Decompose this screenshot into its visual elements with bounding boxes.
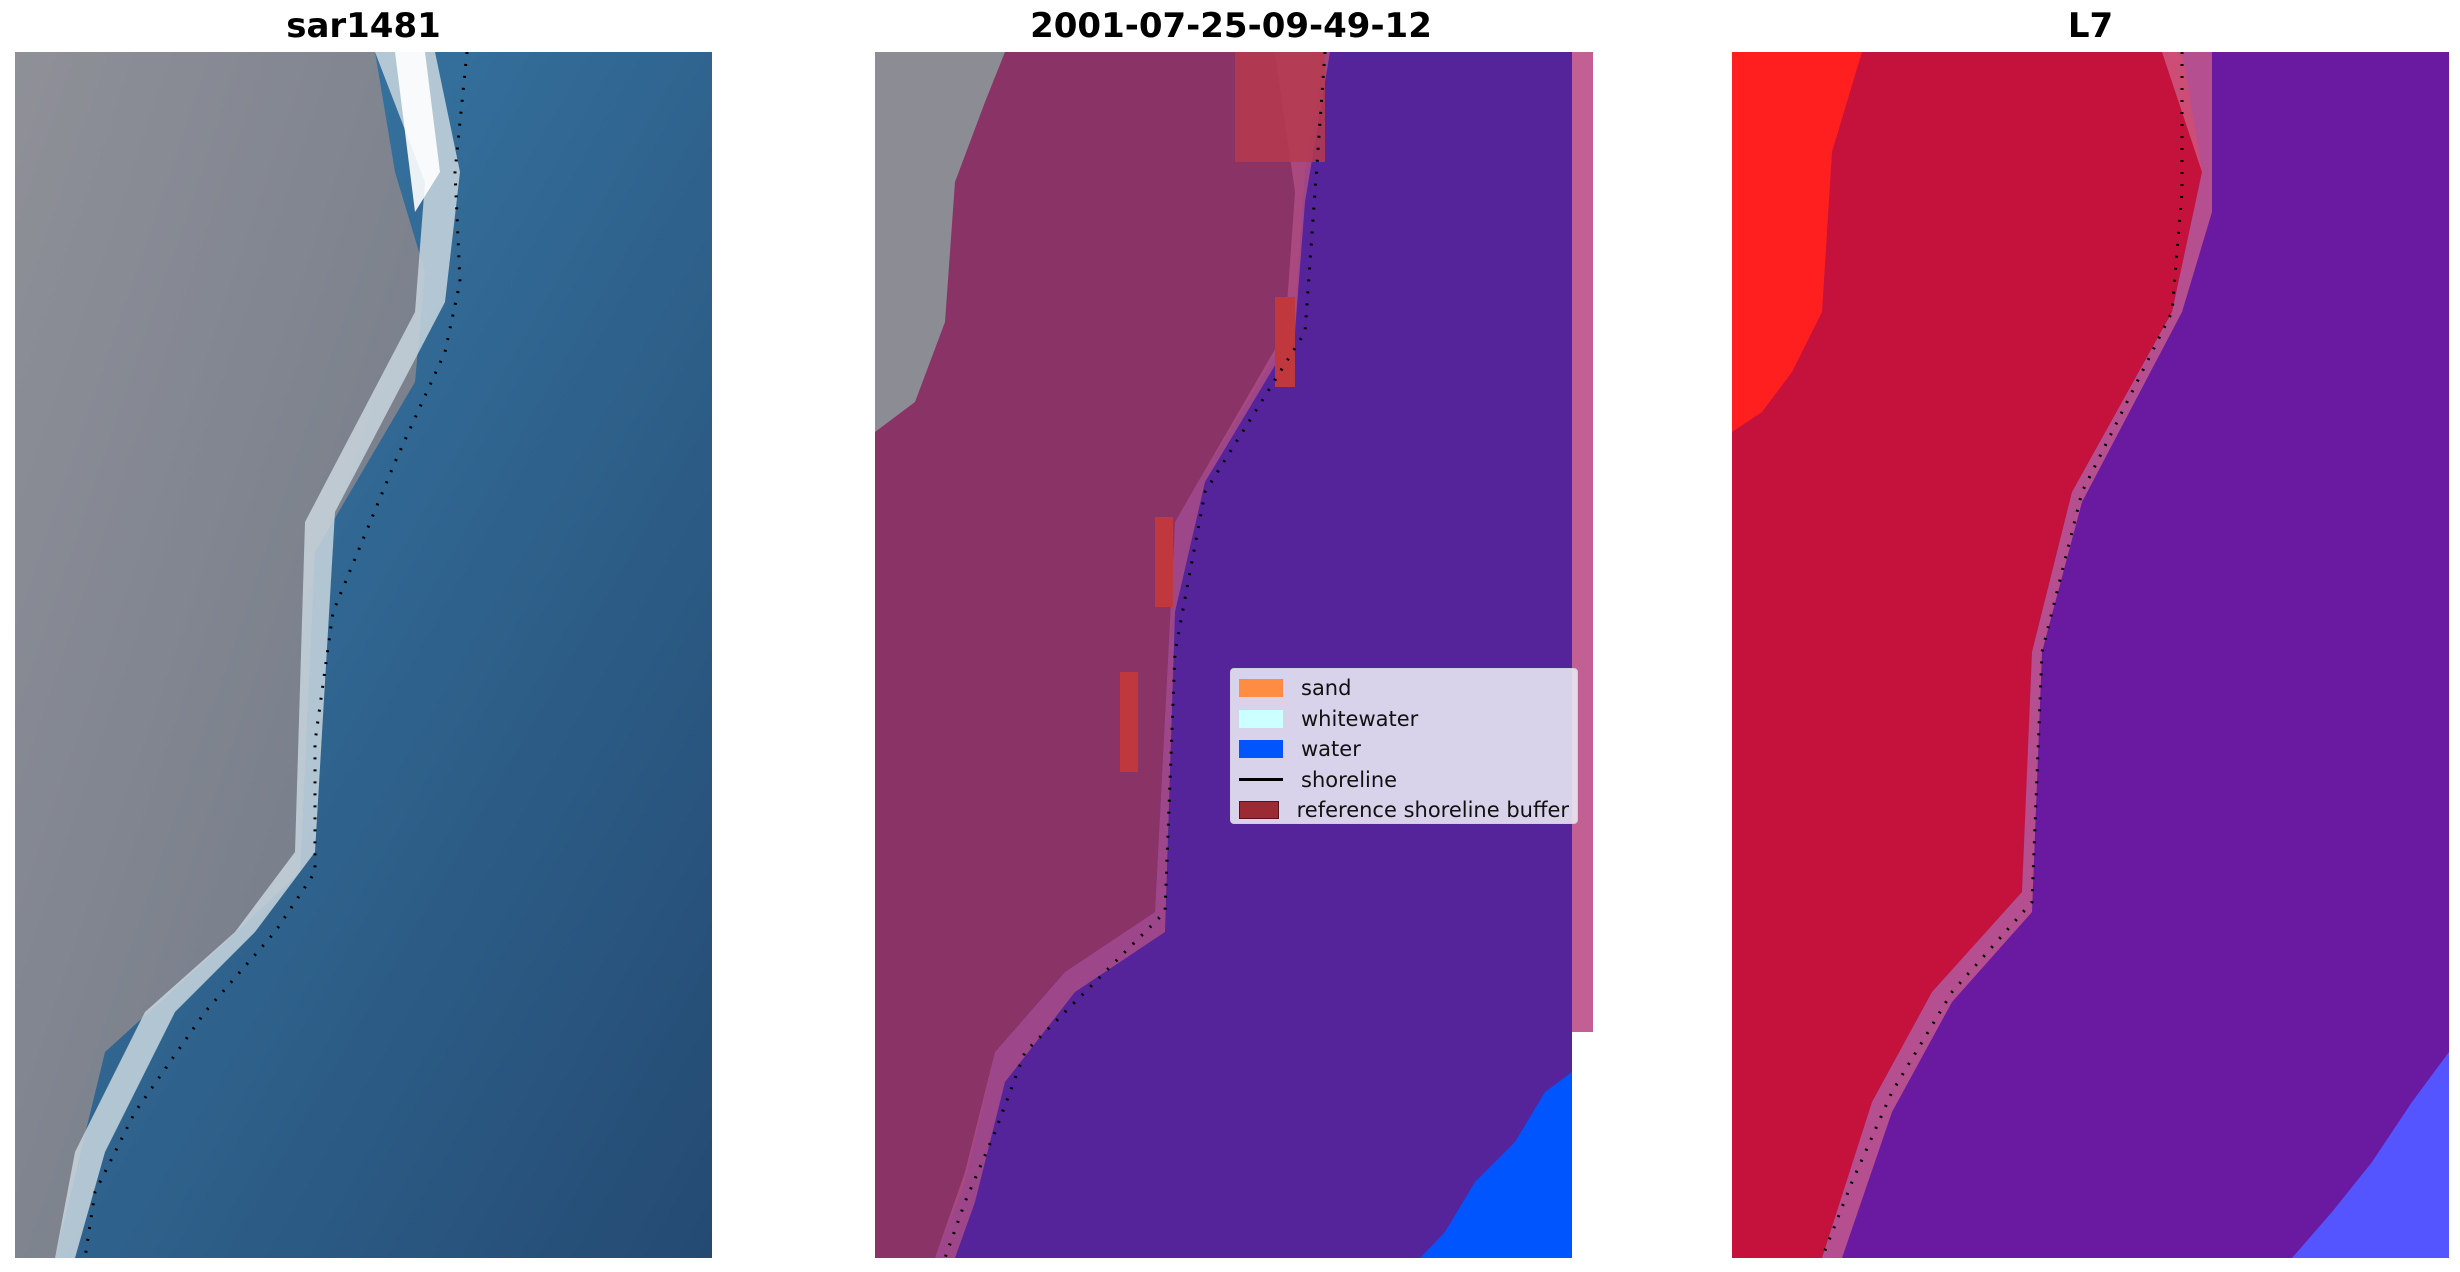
classified-image	[875, 52, 1593, 1258]
legend-item-whitewater: whitewater	[1239, 704, 1569, 735]
sand-swatch	[1239, 679, 1283, 698]
shoreline-line-swatch	[1239, 778, 1283, 782]
whitewater-swatch	[1239, 709, 1283, 728]
legend-item-reference-buffer: reference shoreline buffer	[1239, 795, 1569, 826]
legend-item-sand: sand	[1239, 673, 1569, 704]
panel-title-date: 2001-07-25-09-49-12	[1030, 6, 1432, 46]
panel-title-l7: L7	[2067, 6, 2114, 46]
legend-label: whitewater	[1301, 706, 1419, 731]
rgb-image	[15, 52, 712, 1258]
legend-label: sand	[1301, 676, 1352, 701]
water-swatch	[1239, 740, 1283, 759]
rgb-image-panel	[15, 52, 712, 1258]
l7-index-panel	[1732, 52, 2449, 1258]
legend-item-shoreline: shoreline	[1239, 765, 1569, 796]
l7-index-image	[1732, 52, 2449, 1258]
legend-label: reference shoreline buffer	[1296, 798, 1569, 823]
legend-item-water: water	[1239, 734, 1569, 765]
panel-title-sar: sar1481	[286, 6, 441, 46]
shoreline-trace-2	[943, 52, 1327, 1258]
legend-label: shoreline	[1301, 767, 1398, 792]
reference-buffer-swatch	[1239, 801, 1279, 820]
legend: sand whitewater water shoreline referenc…	[1230, 668, 1578, 824]
legend-label: water	[1301, 737, 1361, 762]
classified-image-panel	[875, 52, 1593, 1258]
